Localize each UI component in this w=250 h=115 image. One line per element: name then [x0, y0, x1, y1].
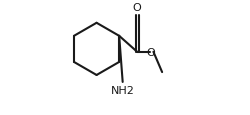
- Text: O: O: [133, 3, 141, 13]
- Text: NH2: NH2: [111, 86, 134, 96]
- Text: O: O: [146, 47, 155, 57]
